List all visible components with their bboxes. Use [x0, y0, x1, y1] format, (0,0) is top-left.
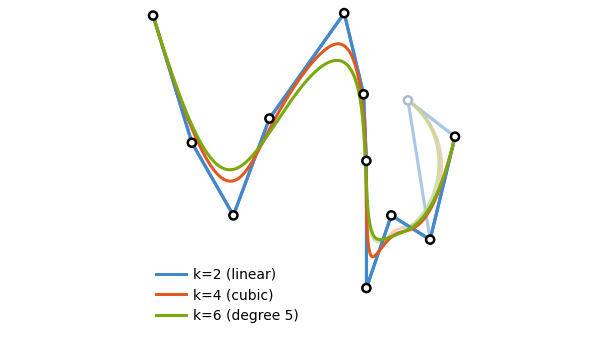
Circle shape	[360, 90, 368, 98]
Legend: k=2 (linear), k=4 (cubic), k=6 (degree 5): k=2 (linear), k=4 (cubic), k=6 (degree 5…	[150, 262, 305, 329]
Circle shape	[451, 133, 459, 141]
Circle shape	[149, 11, 157, 20]
Circle shape	[362, 157, 370, 165]
Circle shape	[188, 139, 196, 147]
Circle shape	[404, 96, 412, 104]
Circle shape	[362, 284, 370, 292]
Circle shape	[266, 115, 274, 122]
Circle shape	[426, 236, 434, 244]
Circle shape	[340, 9, 348, 17]
Circle shape	[387, 211, 395, 219]
Circle shape	[230, 211, 237, 219]
